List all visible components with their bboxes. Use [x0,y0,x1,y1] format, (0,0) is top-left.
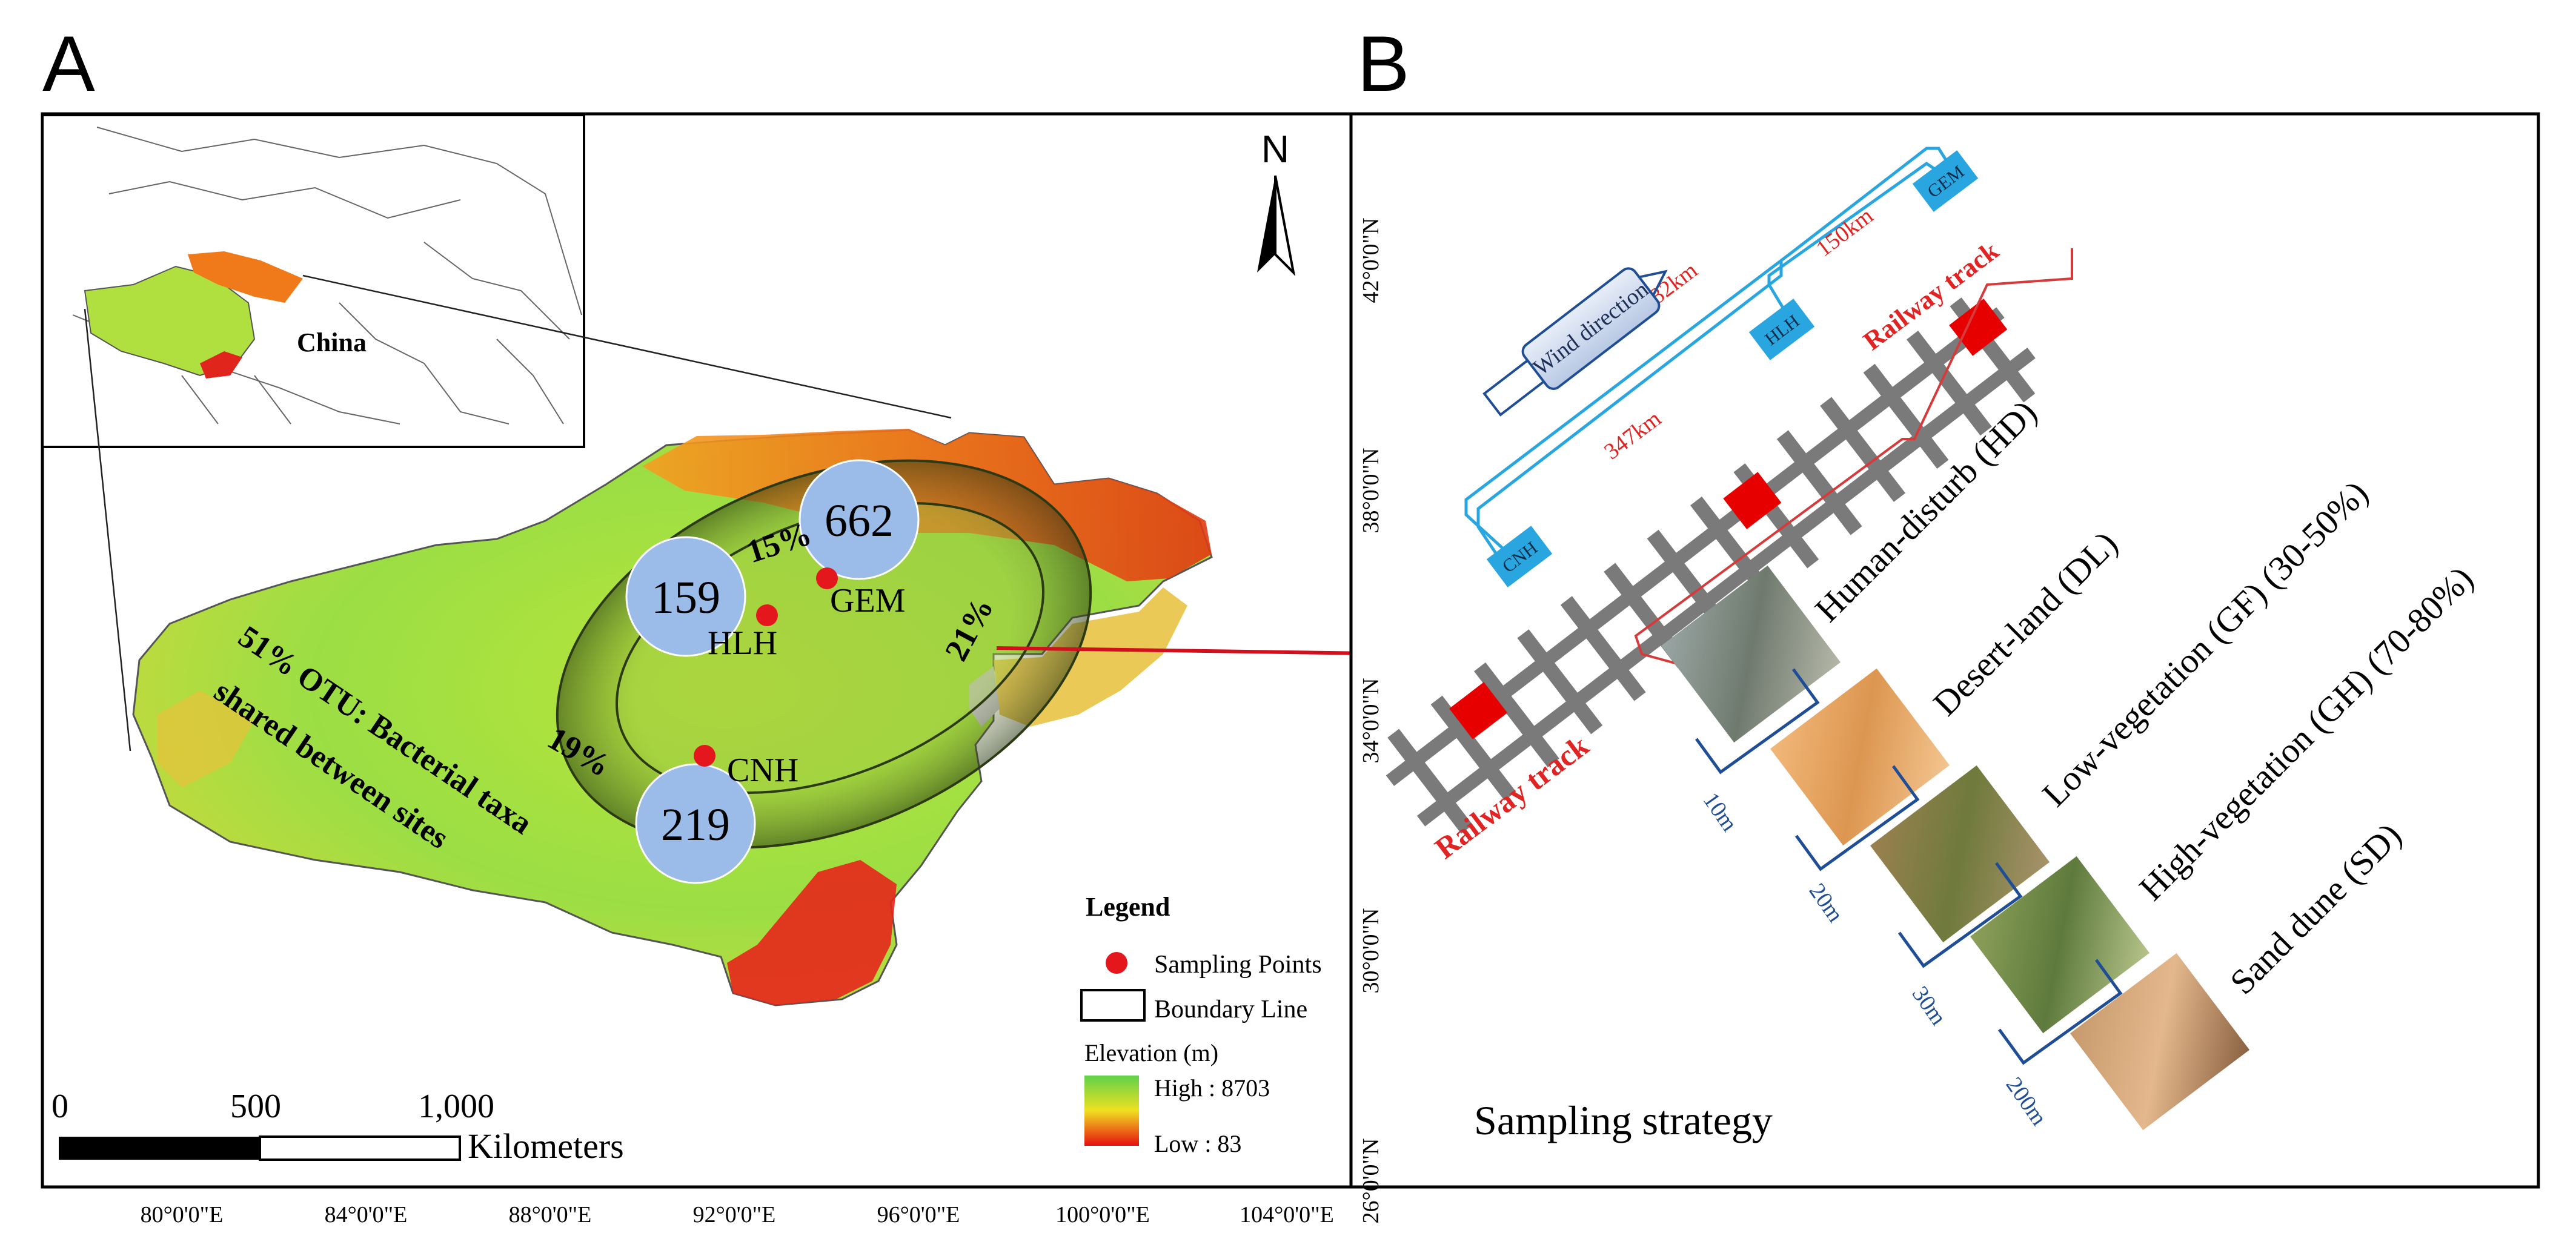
venn-diagram: 159 662 219 15% 21% 19% [542,459,1092,884]
west-patch [158,690,254,787]
plot-gem [1949,299,2008,356]
sampling-strategy-caption: Sampling strategy [1474,1097,1773,1143]
railway-sleeper [1776,430,1862,535]
latitude-tick-label: 26°0'0"N [1358,1139,1384,1224]
plot-hlh [1723,472,1782,529]
legend-sampling-marker [1106,952,1127,974]
spacing-bracket-200m [1997,959,2123,1065]
photo-human-disturb [1661,565,1841,743]
inset-north [188,251,303,303]
legend-boundary-swatch [1080,989,1146,1022]
railway-sleeper [1517,629,1603,735]
railway-sleeper [1474,662,1559,768]
legend-elevation-title: Elevation (m) [1084,1039,1218,1066]
longitude-axis: 80°0'0"E 84°0'0"E 88°0'0"E 92°0'0"E 96°0'0"E… [141,1202,1334,1228]
legend-boundary-label: Boundary Line [1154,996,1307,1023]
railway-sleeper [1560,596,1646,701]
legend-elevation-ramp [1084,1076,1139,1146]
railway-sleeper [1430,695,1516,801]
spacing-bracket-30m [1897,862,2023,968]
legend-sampling-label: Sampling Points [1154,951,1322,979]
latitude-tick-label: 38°0'0"N [1358,448,1384,534]
sampling-sites: HLH GEM CNH [694,567,905,789]
inset-frame [41,114,585,448]
longitude-tick-label: 84°0'0"E [325,1202,408,1228]
railway-ladder [1386,297,2036,834]
site-label-cnh: CNH [727,752,798,789]
inset-leader-left [84,308,131,752]
latitude-tick-label: 34°0'0"N [1358,678,1384,764]
stations: CNH HLH GEM [1486,150,1979,587]
station-hlh [1748,299,1815,360]
site-marker-cnh [694,745,715,767]
site-marker-hlh [756,604,778,626]
scale-unit: Kilometers [468,1126,624,1166]
venn-circle-cnh [635,763,756,884]
panel-b-letter: B [1357,19,1410,108]
panel-b-frame [1349,112,2540,1189]
spacing-bracket-20m [1794,765,1920,871]
railway-track [1386,297,2036,834]
latitude-tick-label: 30°0'0"N [1358,908,1384,994]
spacing-brackets [1695,668,2123,1065]
scale-segment-white [259,1135,461,1161]
venn-count-hlh: 159 [651,572,720,623]
inset-plateau [84,265,256,377]
railway-sleeper [1907,330,1992,436]
spacing-bracket-10m [1695,668,1820,775]
venn-circle-hlh [625,536,746,657]
site-label-hlh: HLH [708,624,777,662]
inset-south [200,351,242,378]
photo-low-vegetation [1870,765,2050,943]
map-legend: Legend Sampling Points Boundary Line Ele… [1080,892,1322,1157]
railway-sleeper [1820,397,1906,502]
venn-circle-gem [798,459,920,580]
north-label: N [1261,127,1289,171]
bracket-cnh-hlh [1476,260,1783,564]
railway-sleeper [1690,496,1776,602]
inset-borders [72,127,582,425]
photo-sand-dune [2070,953,2250,1131]
station-cnh [1486,526,1553,587]
latitude-axis: 42°0'0"N 38°0'0"N 34°0'0"N 30°0'0"N 26°0'0"N [1358,218,1384,1224]
longitude-tick-label: 104°0'0"E [1240,1202,1334,1228]
wind-label-box [1521,267,1661,390]
panel-a-letter: A [42,19,95,108]
site-label-gem: GEM [830,582,905,620]
inset-china-label: China [297,328,367,357]
railway-sleeper [1863,363,1949,469]
photo-desert-land [1770,668,1950,846]
scale-tick-1000: 1,000 [418,1088,494,1125]
railway-sleeper [1387,729,1473,834]
legend-low-label: Low : 83 [1154,1130,1241,1157]
scale-tick-0: 0 [51,1088,68,1125]
legend-high-label: High : 8703 [1154,1074,1270,1102]
venn-count-gem: 662 [825,495,894,546]
scale-tick-500: 500 [230,1088,281,1125]
bracket-cnh-gem [1464,147,1956,549]
north-arrow-icon: N [1257,127,1296,276]
longitude-tick-label: 100°0'0"E [1055,1202,1150,1228]
inset-map: China [41,114,952,752]
longitude-tick-label: 92°0'0"E [693,1202,776,1228]
venn-count-cnh: 219 [661,799,730,850]
high-elevation-south [727,860,897,1005]
photo-high-vegetation [1970,856,2150,1034]
treatment-photos [1661,565,2250,1131]
legend-title: Legend [1086,892,1170,922]
longitude-tick-label: 80°0'0"E [141,1202,224,1228]
inset-leader-right [302,274,952,419]
scale-bar: 0 500 1,000 Kilometers [51,1088,624,1166]
station-gem [1912,150,1979,212]
latitude-tick-label: 42°0'0"N [1358,218,1384,303]
longitude-tick-label: 88°0'0"E [509,1202,592,1228]
plot-cnh [1449,682,1508,739]
scale-segment-black [59,1137,260,1160]
railway-sleepers [1387,297,2036,834]
longitude-tick-label: 96°0'0"E [877,1202,960,1228]
site-marker-gem [816,567,838,589]
bracket-railway-red [1634,248,2073,673]
distance-brackets [1464,147,2073,673]
